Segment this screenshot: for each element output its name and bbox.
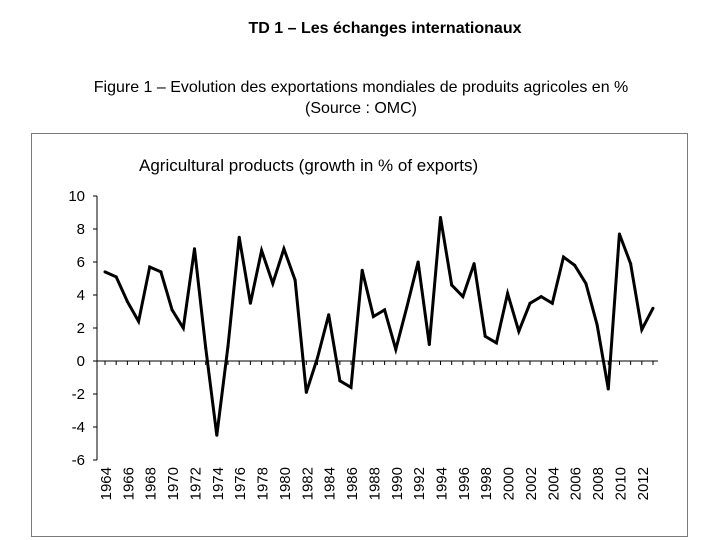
- data-point: [304, 390, 308, 394]
- y-tick-label: 0: [77, 353, 85, 370]
- x-tick-label: 1974: [210, 467, 227, 500]
- data-point: [617, 232, 621, 236]
- data-point: [204, 346, 208, 350]
- data-point: [349, 385, 353, 389]
- data-point: [293, 278, 297, 282]
- x-tick-label: 1980: [277, 467, 294, 500]
- y-tick-label: 8: [77, 221, 85, 238]
- data-point: [405, 305, 409, 309]
- data-point: [148, 265, 152, 269]
- x-tick-label: 2004: [545, 467, 562, 500]
- x-tick-label: 2008: [590, 467, 607, 500]
- data-point: [360, 268, 364, 272]
- data-point: [192, 247, 196, 251]
- x-tick-label: 1964: [98, 467, 115, 500]
- x-tick-label: 1998: [478, 467, 495, 500]
- y-tick-label: -4: [72, 419, 85, 436]
- data-point: [651, 306, 655, 310]
- x-tick-label: 1984: [322, 467, 339, 500]
- data-point: [215, 433, 219, 437]
- x-tick-label: 1966: [120, 467, 137, 500]
- data-point: [562, 255, 566, 259]
- x-tick-label: 1978: [255, 467, 272, 500]
- series-group: [103, 215, 655, 437]
- data-point: [461, 295, 465, 299]
- x-tick-label: 1990: [389, 467, 406, 500]
- data-point: [528, 301, 532, 305]
- data-point: [394, 347, 398, 351]
- data-point: [439, 215, 443, 219]
- data-point: [159, 270, 163, 274]
- data-point: [472, 262, 476, 266]
- data-point: [506, 291, 510, 295]
- figure-caption-source: (Source : OMC): [304, 100, 417, 117]
- data-point: [226, 344, 230, 348]
- y-axis: -6 -4 -2 0 2 4 6 8 10: [68, 188, 98, 469]
- data-point: [450, 283, 454, 287]
- figure-caption: Figure 1 – Evolution des exportations mo…: [0, 77, 720, 119]
- y-tick-label: -6: [72, 452, 85, 469]
- x-tick-label: 1996: [456, 467, 473, 500]
- x-tick-label: 1994: [434, 467, 451, 500]
- y-tick-label: 4: [77, 287, 85, 304]
- data-point: [383, 308, 387, 312]
- x-tick-label: 2006: [568, 467, 585, 500]
- data-point: [640, 328, 644, 332]
- data-point: [271, 281, 275, 285]
- data-point: [248, 301, 252, 305]
- data-point: [629, 262, 633, 266]
- page-title: TD 1 – Les échanges internationaux: [248, 20, 522, 37]
- y-tick-label: -2: [72, 386, 85, 403]
- data-point: [338, 379, 342, 383]
- data-point: [137, 319, 141, 323]
- x-tick-label: 1988: [366, 467, 383, 500]
- data-point: [539, 295, 543, 299]
- data-point: [595, 323, 599, 327]
- x-tick-label: 2010: [612, 467, 629, 500]
- data-point: [103, 270, 107, 274]
- data-point: [114, 275, 118, 279]
- series-line-0: [104, 217, 655, 436]
- data-point: [282, 247, 286, 251]
- data-point: [371, 314, 375, 318]
- figure-caption-line-1: Figure 1 – Evolution des exportations mo…: [93, 79, 629, 96]
- x-tick-label: 1982: [299, 467, 316, 500]
- x-tick-label: 1972: [187, 467, 204, 500]
- x-tick-label: 1976: [232, 467, 249, 500]
- data-point: [315, 356, 319, 360]
- chart-title: Agricultural products (growth in % of ex…: [139, 156, 478, 175]
- data-point: [584, 281, 588, 285]
- x-tick-label: 2000: [501, 467, 518, 500]
- x-tick-label: 1970: [165, 467, 182, 500]
- data-point: [573, 263, 577, 267]
- data-point: [327, 313, 331, 317]
- y-tick-label: 10: [68, 188, 85, 205]
- x-axis: 1964 1966 1968 1970 1972 1974 1976 1978 1980 1982…: [97, 360, 658, 500]
- data-point: [606, 387, 610, 391]
- x-tick-label: 1992: [411, 467, 428, 500]
- y-tick-label: 6: [77, 254, 85, 271]
- data-point: [550, 301, 554, 305]
- data-point: [427, 343, 431, 346]
- x-tick-label: 2012: [635, 467, 652, 500]
- x-tick-label: 1968: [143, 467, 160, 500]
- data-point: [494, 341, 498, 345]
- x-tick-label: 1986: [344, 467, 361, 500]
- data-point: [170, 308, 174, 312]
- data-point: [237, 235, 241, 239]
- x-tick-label: 2002: [523, 467, 540, 500]
- data-point: [181, 326, 185, 330]
- data-point: [416, 260, 420, 264]
- data-point: [125, 300, 129, 304]
- data-point: [260, 248, 264, 252]
- chart-frame: [31, 133, 688, 537]
- data-point: [517, 329, 521, 333]
- data-point: [483, 334, 487, 338]
- y-tick-label: 2: [77, 320, 85, 337]
